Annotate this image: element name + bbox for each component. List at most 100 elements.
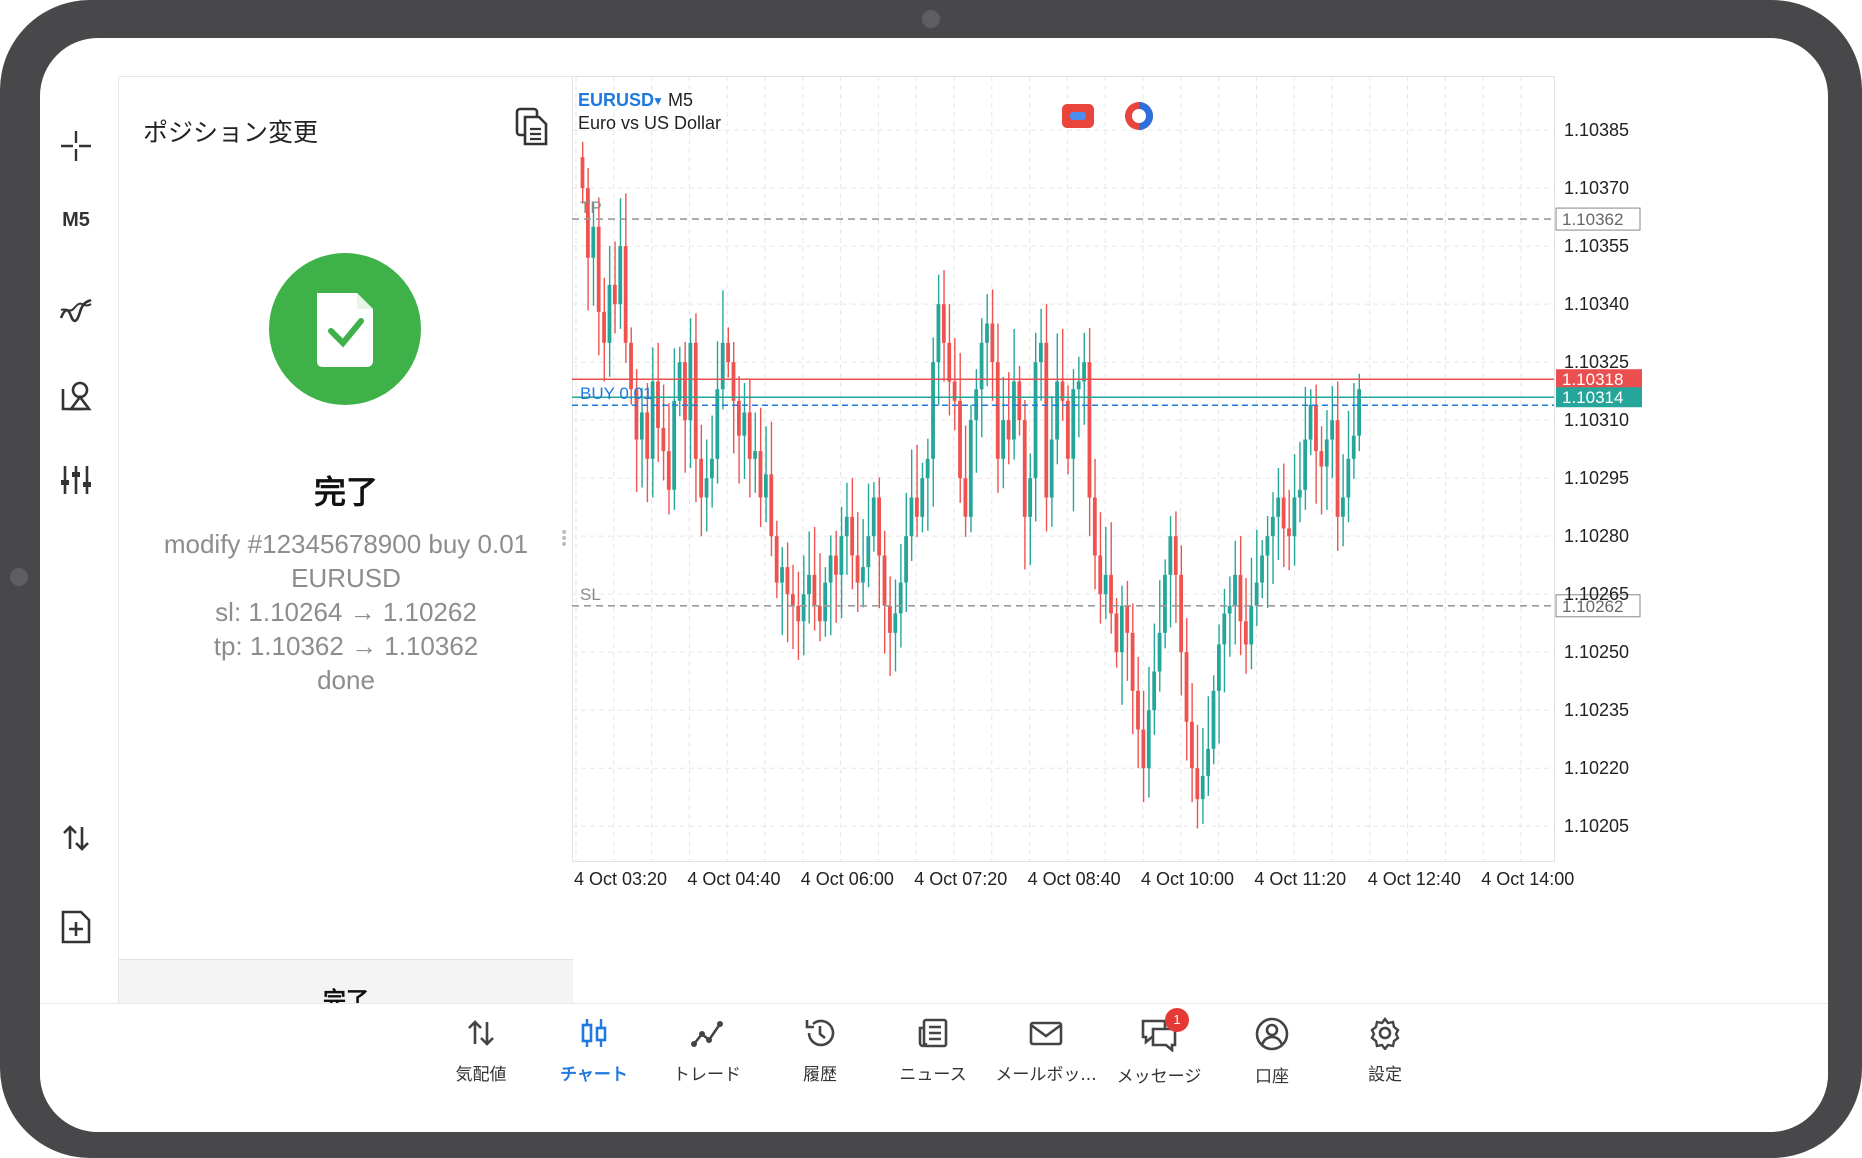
price-tick-label: 1.10280 bbox=[1564, 526, 1629, 546]
candle-body bbox=[1341, 497, 1345, 517]
price-tick-label: 1.10325 bbox=[1564, 352, 1629, 372]
candle-body bbox=[1335, 420, 1340, 517]
candle-body bbox=[1233, 574, 1237, 606]
plot-border bbox=[572, 76, 1555, 862]
candle-body bbox=[871, 497, 876, 537]
candle-body bbox=[683, 362, 687, 421]
candle-body bbox=[1173, 536, 1178, 575]
success-badge bbox=[269, 253, 421, 405]
time-tick-label: 4 Oct 12:40 bbox=[1368, 869, 1461, 889]
price-tick-label: 1.10385 bbox=[1564, 120, 1629, 140]
timeframe-button[interactable]: M5 bbox=[50, 194, 102, 246]
timeframe-text: M5 bbox=[668, 90, 693, 110]
buy-position-label: BUY 0.01 bbox=[580, 384, 652, 403]
nav-mailbox[interactable]: メールボッ... bbox=[986, 1016, 1106, 1085]
candle-body bbox=[1227, 605, 1232, 614]
candle-body bbox=[1146, 710, 1151, 769]
candle-body bbox=[688, 342, 693, 421]
price-chart[interactable]: TP SL 1.10362 1.10262 BUY 0.01 1.10318 1.10314… bbox=[572, 76, 1828, 1003]
candle-body bbox=[823, 582, 828, 622]
nav-messages[interactable]: 1 メッセージ bbox=[1099, 1008, 1219, 1087]
sl-price-box-text: 1.10262 bbox=[1562, 597, 1623, 616]
price-tick-label: 1.10355 bbox=[1564, 236, 1629, 256]
candle-body bbox=[1119, 605, 1124, 653]
candle-body bbox=[990, 323, 995, 363]
nav-label: ニュース bbox=[899, 1065, 967, 1085]
nav-quotes[interactable]: 気配値 bbox=[421, 1016, 541, 1085]
candle-body bbox=[747, 412, 752, 459]
indicators-button[interactable] bbox=[50, 282, 102, 334]
candle-body bbox=[866, 536, 871, 568]
nav-chart[interactable]: チャート bbox=[534, 1016, 654, 1085]
document-check-icon bbox=[317, 293, 373, 367]
time-tick-label: 4 Oct 11:20 bbox=[1254, 869, 1346, 889]
candle-body bbox=[1179, 574, 1184, 653]
candle-body bbox=[947, 342, 952, 382]
candle-body bbox=[1249, 605, 1254, 645]
candle-body bbox=[710, 458, 714, 479]
price-axis: 1.103851.103701.103551.103401.103251.103… bbox=[1564, 120, 1629, 836]
nav-account[interactable]: 口座 bbox=[1212, 1016, 1332, 1087]
account-icon bbox=[1255, 1017, 1289, 1051]
candle-body bbox=[612, 284, 617, 305]
candle-body bbox=[1254, 582, 1259, 606]
candle-body bbox=[666, 451, 671, 490]
chart-settings-button[interactable] bbox=[50, 454, 102, 506]
time-tick-label: 4 Oct 14:00 bbox=[1481, 869, 1574, 889]
candle-body bbox=[877, 497, 882, 556]
timeframe-label: M5 bbox=[62, 208, 90, 231]
new-document-icon bbox=[61, 910, 91, 944]
nav-label: トレード bbox=[673, 1065, 741, 1085]
rectangle-tool-icon[interactable] bbox=[1062, 104, 1094, 128]
candle-body bbox=[607, 284, 612, 343]
candle-body bbox=[1114, 613, 1119, 653]
nav-settings[interactable]: 設定 bbox=[1325, 1016, 1445, 1085]
candle-body bbox=[596, 226, 601, 312]
copy-button[interactable] bbox=[513, 107, 553, 147]
candle-body bbox=[1049, 439, 1054, 498]
status-title: 完了 bbox=[313, 473, 378, 511]
candle-body bbox=[720, 342, 725, 390]
candle-body bbox=[985, 323, 989, 343]
log-line: tp: 1.10362 → 1.10362 bbox=[213, 631, 479, 661]
circle-tool-icon[interactable] bbox=[1125, 102, 1153, 130]
tp-label: TP bbox=[580, 198, 602, 217]
candle-body bbox=[1195, 768, 1200, 800]
candle-body bbox=[1028, 478, 1033, 517]
candle-body bbox=[1006, 420, 1011, 440]
copy-icon bbox=[515, 107, 548, 146]
nav-label: メッセージ bbox=[1116, 1067, 1202, 1087]
candle-body bbox=[828, 555, 833, 583]
nav-trade[interactable]: トレード bbox=[647, 1016, 767, 1085]
nav-history[interactable]: 履歴 bbox=[760, 1016, 880, 1085]
candle-body bbox=[1039, 342, 1043, 363]
candle-body bbox=[1260, 555, 1264, 583]
chart-grid bbox=[572, 76, 1555, 862]
symbol-label[interactable]: EURUSD bbox=[578, 90, 654, 110]
panel-resize-handle[interactable]: • • • bbox=[560, 525, 569, 553]
candle-body bbox=[898, 582, 903, 614]
panel-title: ポジション変更 bbox=[143, 118, 319, 147]
candle-body bbox=[1238, 574, 1243, 622]
one-click-trade-button[interactable] bbox=[50, 812, 102, 864]
candle-body bbox=[1292, 497, 1297, 537]
candle-body bbox=[861, 567, 865, 583]
chart-canvas[interactable]: TP SL 1.10362 1.10262 BUY 0.01 1.103181.10314… bbox=[572, 76, 1828, 1003]
symbol-dropdown-icon[interactable]: ▼ bbox=[652, 94, 664, 108]
crosshair-button[interactable] bbox=[50, 120, 102, 172]
candle-body bbox=[1087, 362, 1092, 498]
candle-body bbox=[1076, 381, 1081, 390]
objects-button[interactable] bbox=[50, 370, 102, 422]
nav-label: 履歴 bbox=[803, 1065, 837, 1085]
nav-news[interactable]: ニュース bbox=[873, 1016, 993, 1085]
candle-body bbox=[790, 594, 795, 606]
candle-body bbox=[1071, 389, 1076, 459]
candle-body bbox=[952, 381, 957, 401]
candle-body bbox=[1319, 451, 1324, 467]
new-order-button[interactable] bbox=[50, 900, 102, 952]
candle-body bbox=[1314, 404, 1318, 452]
candle-body bbox=[1157, 632, 1162, 672]
candle-body bbox=[807, 574, 811, 595]
candle-body bbox=[1357, 389, 1361, 436]
